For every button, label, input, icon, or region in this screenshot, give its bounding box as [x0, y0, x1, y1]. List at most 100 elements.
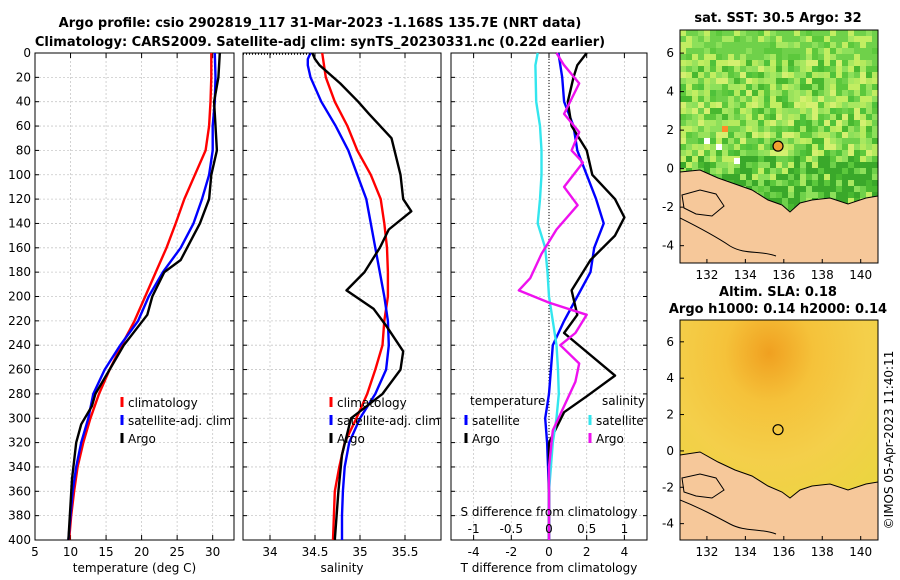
sst-map-cell: [758, 84, 764, 90]
sst-map-cell: [788, 114, 794, 120]
sst-map-cell: [812, 72, 818, 78]
salinity-legend-label: satellite-adj. clim: [337, 414, 440, 428]
sst-map-cell: [836, 186, 842, 192]
sst-map-cell: [842, 132, 848, 138]
sst-map-cell: [680, 96, 686, 102]
sst-map-cell: [860, 138, 866, 144]
sst-map-cell: [830, 60, 836, 66]
sst-map-cell: [758, 174, 764, 180]
sst-map-cell: [734, 114, 740, 120]
sst-map-cell: [686, 102, 692, 108]
sst-map-cell: [764, 114, 770, 120]
temperature-ytick-label: 120: [8, 192, 31, 206]
temperature-ytick-label: 360: [8, 484, 31, 498]
sst-map-cell: [836, 66, 842, 72]
difference-xtick-label: 4: [621, 545, 629, 559]
sst-map-cell: [848, 36, 854, 42]
sst-map-cell: [812, 156, 818, 162]
sst-map-cell: [800, 138, 806, 144]
sst-map-cell: [722, 48, 728, 54]
sla-map-subtitle: Argo h1000: 0.14 h2000: 0.14: [669, 302, 887, 317]
sst-map-cell: [848, 96, 854, 102]
sst-map-cell: [812, 144, 818, 150]
sst-map-cell: [710, 78, 716, 84]
sst-map-cell: [698, 138, 704, 144]
temperature-ytick-label: 160: [8, 241, 31, 255]
sst-map-cell: [680, 72, 686, 78]
sst-map-cell: [764, 108, 770, 114]
sst-map-cell: [716, 60, 722, 66]
sst-map-cell: [680, 66, 686, 72]
sst-map-cell: [710, 126, 716, 132]
sst-map-cell: [770, 156, 776, 162]
temperature-ytick-label: 400: [8, 533, 31, 547]
sst-map-cell: [722, 96, 728, 102]
sst-map-cell: [734, 48, 740, 54]
sst-map-cell: [848, 186, 854, 192]
sst-map-cell: [842, 126, 848, 132]
sst-map-cell: [764, 138, 770, 144]
sst-map-cell: [776, 96, 782, 102]
sst-map-cell: [782, 36, 788, 42]
sst-map-cell: [746, 144, 752, 150]
sst-map-cell: [770, 126, 776, 132]
sst-map-cell: [728, 48, 734, 54]
temperature-xtick-label: 25: [170, 545, 185, 559]
sst-map-cell: [824, 66, 830, 72]
sst-map-cell: [806, 96, 812, 102]
sst-map-cell: [782, 84, 788, 90]
sst-map-cell: [704, 36, 710, 42]
sla_map-ytick-label: -4: [662, 517, 674, 531]
sst-map-cell: [776, 162, 782, 168]
sst-map-cell: [740, 72, 746, 78]
sst_map-xtick-label: 134: [734, 268, 757, 282]
sst-map-cell: [764, 150, 770, 156]
sst-map-cell: [866, 180, 872, 186]
sst-map-cell: [830, 114, 836, 120]
sst-map-cell: [770, 48, 776, 54]
sst-map-cell: [734, 132, 740, 138]
sst-map-cell: [848, 114, 854, 120]
sst-map-cell: [818, 102, 824, 108]
sst-map-cell: [848, 30, 854, 36]
sst-map-cell: [836, 168, 842, 174]
sla_map-ytick-label: 6: [666, 335, 674, 349]
sst-map-cell: [806, 48, 812, 54]
sst-map-cell: [740, 120, 746, 126]
sst-map-cell: [764, 168, 770, 174]
sst-map-cell: [680, 54, 686, 60]
sst-map-cell: [770, 168, 776, 174]
sst-map-cell: [782, 48, 788, 54]
sst-map-cell: [716, 150, 722, 156]
sst-map-cell: [806, 42, 812, 48]
sst-map-cell: [716, 162, 722, 168]
sst-map-cell: [806, 66, 812, 72]
temperature-ytick-label: 300: [8, 411, 31, 425]
sst-map-cell: [854, 84, 860, 90]
sst-map-cell: [794, 60, 800, 66]
sst-map-cell: [842, 84, 848, 90]
sst-map-cell: [740, 54, 746, 60]
sst-map-cell: [782, 186, 788, 192]
sst-map-cell: [692, 66, 698, 72]
sst-map-cell: [752, 96, 758, 102]
salinity-panel: 34 34.5 35 35.5 salinity climatology satellite…: [242, 52, 442, 575]
sst-map-cell: [788, 150, 794, 156]
sst-map-cell: [872, 120, 878, 126]
sst-map-cell: [872, 174, 878, 180]
sst-map-cell: [824, 30, 830, 36]
sst-map-cell: [848, 126, 854, 132]
sst-map-cell: [866, 192, 872, 198]
sst-map-cell: [872, 126, 878, 132]
sst-map-cell: [764, 156, 770, 162]
sst-map-cell: [764, 162, 770, 168]
sst-map-cell: [686, 162, 692, 168]
sst-map-cell: [746, 30, 752, 36]
sst-map-cell: [818, 90, 824, 96]
temperature-ytick-label: 20: [16, 70, 31, 84]
sst-map-cell: [722, 126, 728, 132]
sst-map-cell: [722, 102, 728, 108]
sst-map-cell: [866, 30, 872, 36]
sst-map-cell: [752, 174, 758, 180]
sst-map-cell: [836, 132, 842, 138]
